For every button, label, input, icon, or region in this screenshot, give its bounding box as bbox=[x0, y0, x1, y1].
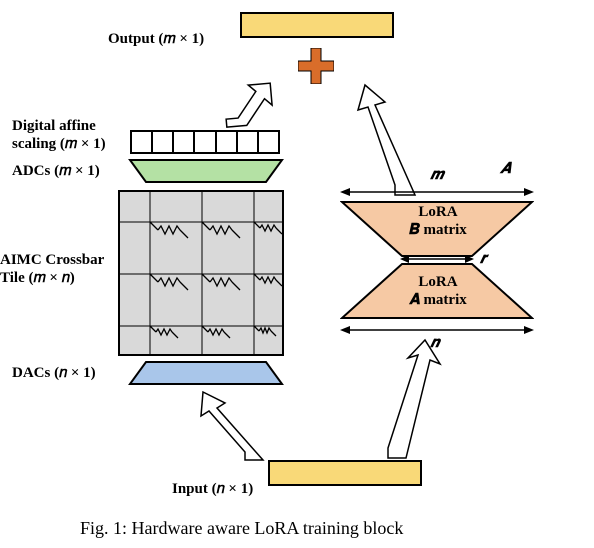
input-rect bbox=[268, 460, 422, 486]
lora-b-l1: LoRA bbox=[418, 204, 457, 220]
dac-trapezoid bbox=[128, 360, 284, 391]
A-label: 𝑨 bbox=[500, 160, 510, 178]
lora-a-text: LoRA 𝑨 matrix bbox=[398, 274, 478, 309]
figure-caption: Fig. 1: Hardware aware LoRA training blo… bbox=[80, 518, 403, 539]
digital-affine-text: Digital affinescaling (𝑚 × 1) bbox=[12, 118, 106, 152]
lora-b-text: LoRA 𝑩 matrix bbox=[398, 204, 478, 239]
adcs-label: ADCs (𝑚 × 1) bbox=[12, 162, 100, 180]
input-label: Input (𝑛 × 1) bbox=[172, 480, 253, 498]
r-arrow bbox=[400, 252, 474, 271]
dacs-label: DACs (𝑛 × 1) bbox=[12, 364, 96, 382]
output-rect bbox=[240, 12, 394, 38]
m-arrow bbox=[340, 184, 534, 205]
plus-icon bbox=[298, 48, 334, 89]
arrow-input-to-lora bbox=[370, 330, 460, 470]
crossbar-tile bbox=[118, 190, 284, 356]
m-label: 𝒎 bbox=[430, 166, 443, 184]
output-label: Output (𝑚 × 1) bbox=[108, 30, 204, 48]
lora-a-l2: 𝑨 matrix bbox=[409, 292, 467, 308]
digital-scaling-cells bbox=[130, 130, 280, 150]
lora-b-l2: 𝑩 matrix bbox=[409, 222, 467, 238]
crossbar-label: AIMC CrossbarTile (𝑚 × 𝑛) bbox=[0, 252, 104, 287]
arrow-input-to-dac bbox=[185, 388, 275, 473]
crossbar-text: AIMC CrossbarTile (𝑚 × 𝑛) bbox=[0, 252, 104, 286]
digital-affine-label: Digital affinescaling (𝑚 × 1) bbox=[12, 118, 106, 153]
lora-a-l1: LoRA bbox=[418, 274, 457, 290]
diagram-root: Output (𝑚 × 1) Digital affinescaling (𝑚 … bbox=[0, 0, 594, 548]
n-label: 𝒏 bbox=[430, 334, 439, 352]
r-label: 𝒓 bbox=[480, 250, 487, 268]
adc-trapezoid bbox=[128, 158, 284, 189]
